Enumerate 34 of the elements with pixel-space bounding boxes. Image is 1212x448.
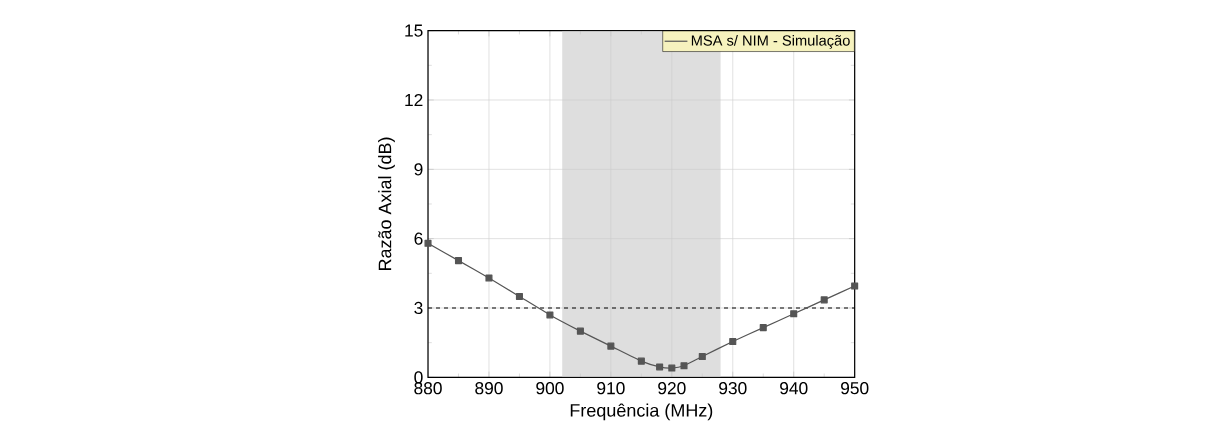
point [790, 310, 798, 318]
x-tick-label: 940 [780, 382, 808, 395]
point [576, 327, 584, 335]
y-axis-title: Razão Axial (dB) [378, 137, 395, 271]
y-tick-label: 3 [414, 301, 423, 315]
x-tick-label: 930 [719, 382, 747, 395]
point [680, 362, 688, 370]
point [729, 337, 737, 346]
y-tick-label: 6 [414, 232, 423, 245]
point [515, 292, 523, 300]
point [454, 257, 463, 265]
y-tick-label: 12 [405, 93, 423, 107]
y-tick-label: 9 [414, 163, 423, 176]
x-tick-label: 890 [475, 382, 503, 395]
point [607, 342, 615, 350]
x-tick-label: 950 [841, 382, 869, 395]
x-tick-label: 900 [536, 382, 564, 395]
point [546, 311, 554, 319]
point [424, 239, 432, 247]
point [668, 364, 676, 372]
legend-label: MSA s/ NIM - Simulação [691, 34, 850, 49]
point [637, 357, 645, 365]
point [820, 296, 828, 304]
x-axis-title: Frequência (MHz) [570, 403, 713, 421]
point [698, 352, 706, 361]
x-tick-label: 920 [658, 382, 686, 395]
y-tick-label: 0 [414, 371, 423, 384]
point [656, 363, 664, 371]
point [485, 274, 493, 282]
point [759, 324, 767, 332]
y-tick-label: 15 [405, 24, 423, 37]
x-tick-label: 910 [597, 382, 625, 395]
x-tick-label: 880 [414, 382, 442, 395]
point [851, 282, 859, 290]
